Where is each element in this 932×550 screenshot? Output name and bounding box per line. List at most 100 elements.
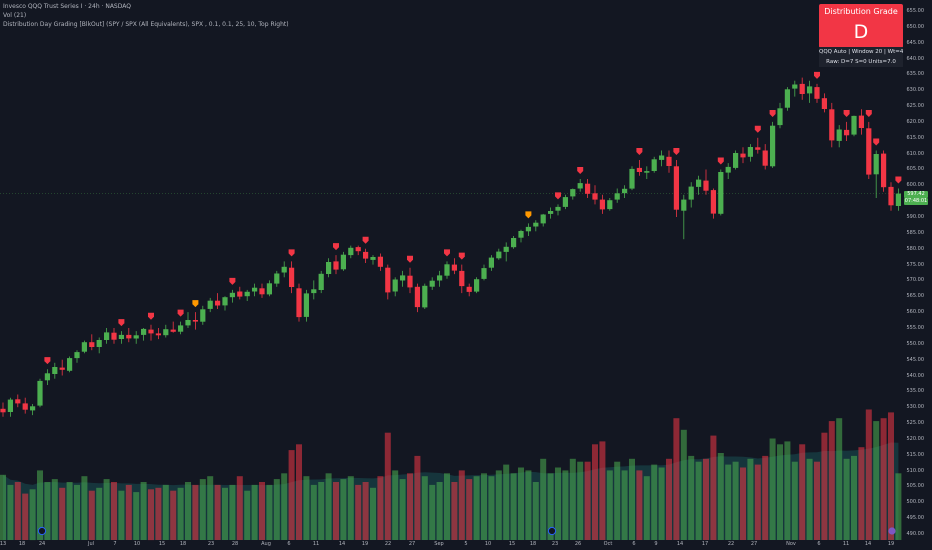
price-tick: 505.00 (906, 483, 925, 490)
candle (437, 275, 443, 281)
volume-bar (828, 421, 835, 540)
time-tick: 19 (361, 541, 369, 547)
volume-bar (688, 455, 695, 540)
volume-bar (540, 458, 547, 540)
volume-bar (725, 464, 732, 540)
candle (81, 342, 87, 352)
candle (237, 291, 243, 297)
candle (148, 329, 154, 334)
time-tick: 13 (0, 541, 7, 547)
price-tick: 605.00 (906, 166, 925, 173)
candle (636, 167, 642, 172)
volume-bar (821, 432, 828, 540)
candle (592, 193, 598, 200)
candle (118, 334, 124, 339)
volume-bar (703, 458, 709, 540)
price-tick: 635.00 (906, 71, 925, 78)
candle (888, 186, 894, 206)
price-tick: 600.00 (906, 182, 925, 189)
candle (333, 261, 339, 270)
volume-bar (118, 490, 125, 540)
volume-bar (103, 479, 110, 540)
candle (289, 267, 295, 287)
candle (44, 373, 50, 381)
candle (52, 367, 58, 374)
volume-bar (310, 484, 317, 540)
candle (185, 320, 191, 326)
volume-bar (769, 438, 776, 540)
time-tick: 14 (676, 541, 684, 547)
candle (222, 297, 228, 306)
volume-bar (407, 473, 413, 540)
distribution-day-marker (673, 147, 680, 155)
volume-bar (466, 479, 473, 540)
candle (259, 288, 265, 295)
distribution-day-marker (288, 249, 295, 257)
stall-day-marker (192, 300, 199, 308)
volume-bar (888, 412, 894, 540)
volume-bar (865, 409, 872, 540)
event-badge (547, 526, 557, 536)
candle (555, 206, 561, 211)
volume-bar (614, 461, 621, 540)
grade-raw-line: Raw: D=7 S=0 Units=7.0 (819, 57, 903, 67)
volume-bar (370, 487, 376, 540)
volume-bar (229, 484, 236, 540)
volume-bar (754, 464, 761, 540)
candle (725, 166, 731, 173)
distribution-day-marker (865, 109, 872, 117)
volume-bar (170, 490, 177, 540)
volume-bar (851, 455, 857, 540)
candle (607, 200, 613, 210)
volume-bar (873, 421, 880, 540)
volume-bar (22, 493, 29, 540)
distribution-day-marker (44, 357, 51, 365)
candle (511, 238, 517, 248)
distribution-day-marker (229, 277, 236, 285)
distribution-day-marker (577, 166, 584, 174)
volume-bar (414, 455, 421, 540)
volume-bar (858, 447, 865, 540)
candle (200, 309, 206, 322)
volume-bar (318, 482, 325, 540)
candle (673, 166, 679, 210)
volume-bar (259, 482, 265, 540)
candle (348, 247, 354, 256)
last-price-label: 597.42 (904, 191, 928, 198)
volume-bar (584, 461, 591, 540)
distribution-indicator-label[interactable]: Distribution Day Grading [BlkOut] (SPY /… (3, 21, 289, 28)
time-tick: Nov (786, 541, 796, 547)
candle (355, 247, 361, 252)
time-tick: 23 (551, 541, 559, 547)
candle (792, 84, 798, 89)
candle (503, 246, 509, 252)
volume-indicator-label[interactable]: Vol (21) (3, 12, 27, 19)
volume-bar (569, 458, 576, 540)
symbol-title: Invesco QQQ Trust Series I · 24h · NASDA… (3, 3, 131, 10)
candle (133, 335, 139, 339)
price-tick: 540.00 (906, 372, 925, 379)
candle (407, 275, 413, 288)
candle (0, 408, 6, 413)
time-tick: 17 (701, 541, 709, 547)
price-tick: 580.00 (906, 245, 925, 252)
time-tick: 10 (484, 541, 492, 547)
volume-bar (81, 476, 88, 540)
volume-bar (362, 482, 369, 540)
distribution-day-marker (717, 157, 724, 165)
candle (548, 211, 554, 214)
candle (799, 83, 805, 94)
volume-bar (732, 461, 739, 540)
candle (296, 288, 302, 318)
time-tick: Aug (261, 541, 271, 547)
candle (814, 87, 820, 99)
time-tick: 23 (207, 541, 215, 547)
price-tick: 650.00 (906, 23, 925, 30)
time-tick: 22 (727, 541, 735, 547)
distribution-day-marker (895, 176, 902, 184)
volume-bar (525, 470, 532, 540)
candle (696, 179, 702, 187)
volume-bar (577, 461, 584, 540)
volume-bar (510, 473, 517, 540)
